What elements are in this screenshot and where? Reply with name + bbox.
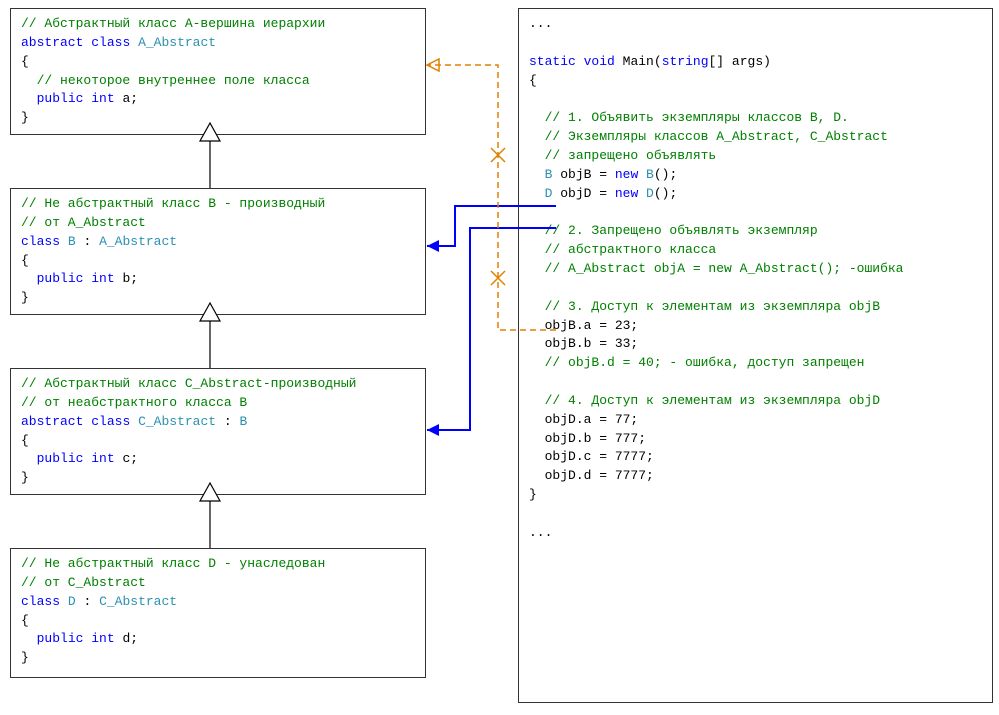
type-name: B [68,234,76,249]
keyword-string: string [662,54,709,69]
keyword-public: public [37,91,84,106]
comment: // Экземпляры классов A_Abstract, C_Abst… [545,129,888,144]
brace-close: } [21,650,29,665]
keyword-abstract: abstract [21,35,83,50]
brace-open: { [21,54,29,69]
base-type: C_Abstract [99,594,177,609]
keyword-new: new [615,186,638,201]
comment: // Не абстрактный класс B - производный [21,196,325,211]
comment: // 2. Запрещено объявлять экземпляр [545,223,818,238]
keyword-class: class [91,35,130,50]
main-code-box: ... static void Main(string[] args) { //… [518,8,993,703]
colon: : [83,594,91,609]
keyword-void: void [584,54,615,69]
keyword-public: public [37,451,84,466]
brace-open: { [21,613,29,628]
brace-close: } [529,487,537,502]
keyword-int: int [91,631,114,646]
keyword-int: int [91,91,114,106]
field: d; [122,631,138,646]
type-name: D [68,594,76,609]
colon: : [224,414,232,429]
brace-close: } [21,110,29,125]
keyword-public: public [37,271,84,286]
keyword-int: int [91,271,114,286]
statement: objD.a = 77; [545,412,639,427]
ellipsis: ... [529,525,552,540]
function-name: Main [623,54,654,69]
comment: // 4. Доступ к элементам из экземпляра o… [545,393,880,408]
comment: // от C_Abstract [21,575,146,590]
class-box-b: // Не абстрактный класс B - производный … [10,188,426,315]
base-type: B [240,414,248,429]
comment: // A_Abstract objA = new A_Abstract(); -… [545,261,904,276]
statement: objD.d = 7777; [545,468,654,483]
brace-open: { [529,73,537,88]
keyword-class: class [21,234,60,249]
comment: // абстрактного класса [545,242,717,257]
comment: // Не абстрактный класс D - унаследован [21,556,325,571]
keyword-public: public [37,631,84,646]
brace-open: { [21,253,29,268]
field: b; [122,271,138,286]
keyword-class: class [91,414,130,429]
comment: // Абстрактный класс C_Abstract-производ… [21,376,356,391]
type-name: A_Abstract [138,35,216,50]
class-box-c: // Абстрактный класс C_Abstract-производ… [10,368,426,495]
comment: // запрещено объявлять [545,148,717,163]
keyword-int: int [91,451,114,466]
type-name: C_Abstract [138,414,216,429]
colon: : [83,234,91,249]
comment: // от A_Abstract [21,215,146,230]
brace-close: } [21,290,29,305]
comment: // некоторое внутреннее поле класса [37,73,310,88]
class-box-d: // Не абстрактный класс D - унаследован … [10,548,426,678]
statement: objB.b = 33; [545,336,639,351]
ellipsis: ... [529,16,552,31]
statement: objD.b = 777; [545,431,646,446]
keyword-class: class [21,594,60,609]
keyword-static: static [529,54,576,69]
field: c; [122,451,138,466]
brace-open: { [21,433,29,448]
brace-close: } [21,470,29,485]
field: a; [122,91,138,106]
comment: // objB.d = 40; - ошибка, доступ запреще… [545,355,865,370]
class-box-a: // Абстрактный класс A-вершина иерархии … [10,8,426,135]
keyword-abstract: abstract [21,414,83,429]
comment: // 3. Доступ к элементам из экземпляра o… [545,299,880,314]
keyword-new: new [615,167,638,182]
statement: objB.a = 23; [545,318,639,333]
comment: // от неабстрактного класса B [21,395,247,410]
statement: objD.c = 7777; [545,449,654,464]
base-type: A_Abstract [99,234,177,249]
comment: // Абстрактный класс A-вершина иерархии [21,16,325,31]
comment: // 1. Объявить экземпляры классов B, D. [545,110,849,125]
